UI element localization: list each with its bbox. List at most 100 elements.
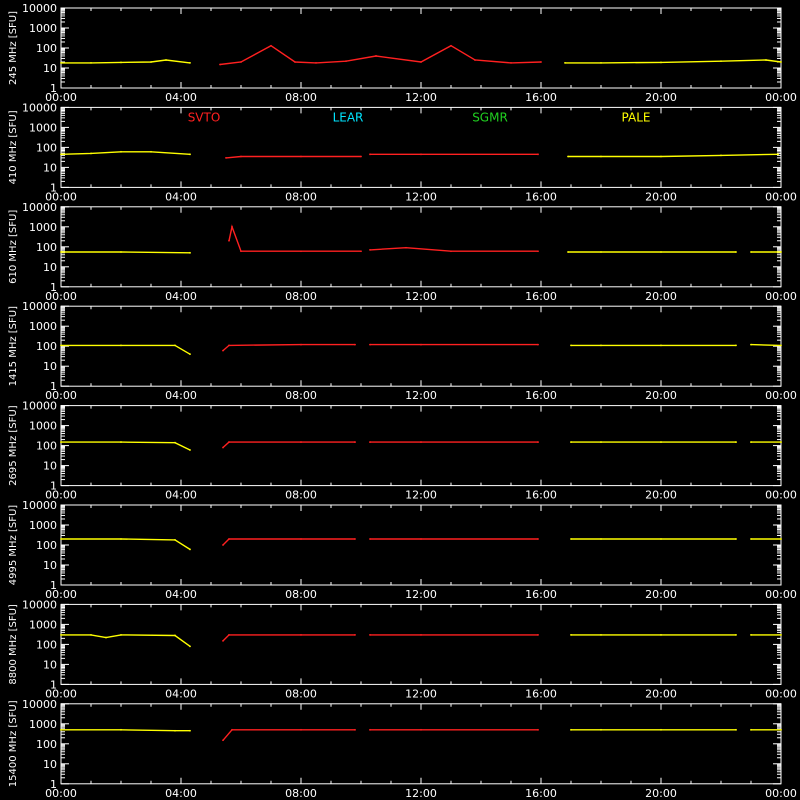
legend-sgmr: SGMR	[472, 110, 508, 124]
data-point	[174, 634, 176, 637]
data-point	[780, 344, 782, 347]
data-point	[174, 538, 176, 541]
data-point	[660, 633, 662, 636]
data-point	[537, 153, 539, 156]
data-point	[174, 729, 176, 732]
y-tick-label: 100	[36, 241, 57, 254]
y-tick-label: 1000	[29, 221, 57, 234]
y-tick-label: 100	[36, 738, 57, 751]
y-tick-label: 1	[50, 678, 57, 691]
data-point	[420, 153, 422, 156]
series-line-pale	[568, 153, 779, 158]
data-point	[228, 633, 230, 636]
panel-frame	[60, 206, 782, 288]
data-point	[222, 544, 224, 546]
data-point	[189, 449, 191, 451]
y-tick-label: 10000	[22, 499, 57, 512]
y-tick-label: 1	[50, 778, 57, 791]
data-point	[189, 153, 191, 156]
data-point	[780, 633, 782, 636]
y-tick-label: 10000	[22, 400, 57, 413]
x-tick-label: 20:00	[645, 91, 677, 104]
x-tick-label: 12:00	[405, 290, 437, 303]
data-point	[375, 55, 377, 57]
data-point	[360, 155, 362, 158]
x-tick-label: 20:00	[645, 290, 677, 303]
data-point	[780, 538, 782, 540]
data-point	[222, 446, 224, 449]
x-tick-label: 16:00	[525, 91, 557, 104]
data-point	[420, 61, 422, 63]
data-point	[405, 246, 407, 249]
x-tick-label: 00:00	[765, 588, 797, 601]
data-point	[228, 239, 230, 242]
y-tick-label: 10000	[22, 698, 57, 711]
series-line-pale	[750, 343, 782, 347]
x-tick-label: 04:00	[165, 190, 197, 203]
series-line-pale	[61, 538, 191, 550]
y-tick-label: 1	[50, 579, 57, 592]
y-tick-label: 10	[43, 460, 57, 473]
data-point	[780, 441, 782, 443]
data-point	[300, 538, 302, 540]
data-point	[564, 61, 566, 64]
legend-lear: LEAR	[333, 110, 364, 124]
x-tick-label: 16:00	[525, 389, 557, 402]
x-tick-label: 12:00	[405, 687, 437, 700]
y-tick-label: 1	[50, 380, 57, 393]
y-tick-label: 10000	[22, 201, 57, 214]
x-tick-label: 16:00	[525, 489, 557, 502]
panel-frame	[60, 703, 782, 785]
series-line-pale	[61, 344, 191, 355]
data-point	[189, 61, 191, 64]
data-point	[660, 155, 662, 158]
data-point	[165, 59, 167, 61]
data-point	[90, 633, 92, 636]
data-point	[189, 251, 191, 254]
data-point	[369, 728, 371, 731]
data-point	[189, 353, 191, 356]
y-tick-label: 1000	[29, 718, 57, 731]
x-tick-label: 08:00	[285, 489, 317, 502]
data-point	[369, 538, 371, 540]
data-point	[720, 60, 722, 63]
legend-svto: SVTO	[188, 110, 221, 124]
data-point	[222, 349, 224, 352]
data-point	[60, 538, 62, 540]
x-tick-label: 08:00	[285, 787, 317, 800]
data-point	[60, 441, 62, 443]
y-tick-label: 10	[43, 758, 57, 771]
data-point	[369, 441, 371, 443]
data-point	[354, 343, 356, 346]
data-point	[300, 441, 302, 443]
x-tick-label: 08:00	[285, 588, 317, 601]
x-tick-label: 20:00	[645, 389, 677, 402]
x-tick-label: 08:00	[285, 190, 317, 203]
data-point	[300, 633, 302, 636]
data-point	[570, 538, 572, 540]
data-point	[540, 61, 542, 63]
data-point	[570, 344, 572, 347]
data-point	[315, 61, 317, 64]
series-line-svto	[219, 44, 542, 66]
data-point	[735, 538, 737, 540]
data-point	[225, 156, 227, 159]
y-tick-label: 10	[43, 261, 57, 274]
series-line-pale	[61, 729, 190, 732]
y-tick-label: 100	[36, 42, 57, 55]
data-point	[660, 61, 662, 64]
y-axis-label: 410 MHz [SFU]	[8, 110, 19, 184]
data-point	[735, 344, 737, 347]
y-tick-label: 10000	[22, 300, 57, 313]
data-point	[369, 248, 371, 251]
x-tick-label: 00:00	[765, 787, 797, 800]
data-point	[60, 728, 62, 731]
data-point	[750, 538, 752, 540]
data-point	[294, 61, 296, 63]
data-point	[120, 150, 122, 153]
data-point	[660, 344, 662, 347]
